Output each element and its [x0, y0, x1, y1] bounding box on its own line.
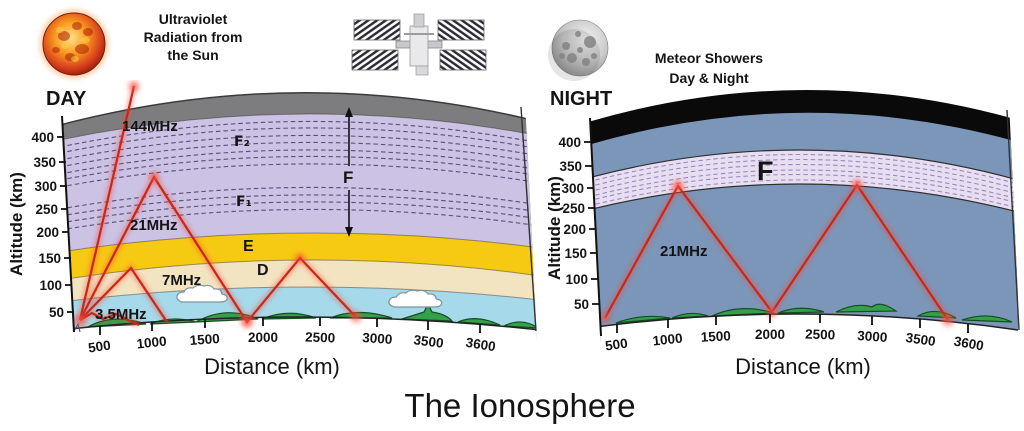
night-ray-label-21mhz: 21MHz — [660, 243, 708, 260]
night-y-tick: 50 — [574, 297, 589, 312]
layer-label-f1: F₁ — [236, 194, 252, 210]
ray-glow-points — [74, 81, 361, 328]
night-caption-line2: Day & Night — [669, 70, 749, 86]
night-right-edge — [1006, 109, 1020, 331]
night-label: NIGHT — [550, 88, 612, 110]
day-x-tick: 2500 — [305, 329, 336, 345]
day-y-tick: 50 — [49, 305, 64, 320]
night-x-tick: 2500 — [805, 326, 836, 342]
day-x-axis: 500 1000 1500 2000 2500 3000 3500 3600 D… — [87, 317, 497, 379]
day-f1-dashes — [61, 186, 537, 231]
day-y-tick: 400 — [31, 130, 54, 145]
night-f-dashes — [589, 153, 1019, 209]
day-right-edge — [520, 106, 537, 332]
day-caption-line1: Ultraviolet — [159, 11, 228, 27]
night-y-tick: 150 — [564, 246, 587, 261]
night-caption-line1: Meteor Showers — [655, 50, 763, 66]
night-y-tick: 400 — [558, 135, 581, 150]
night-x-tick: 3600 — [953, 334, 985, 354]
day-y-axis-line — [61, 115, 75, 333]
day-x-tick: 3600 — [465, 335, 497, 355]
night-caption: Meteor Showers Day & Night — [655, 50, 763, 86]
cloud-icon — [176, 284, 443, 308]
day-caption-line2: Radiation from — [144, 29, 243, 45]
night-x-tick: 1000 — [652, 330, 683, 348]
layer-label-f-span: F — [343, 168, 353, 187]
day-y-tick: 350 — [33, 155, 56, 170]
day-atmosphere: 144MHz F₂ F₁ F 21MHz E 7MHz D 3.5MHz — [61, 81, 537, 342]
night-y-tick: 250 — [562, 201, 585, 216]
day-y-axis: 400 350 300 250 200 150 100 50 Altitude … — [7, 130, 74, 320]
night-y-axis: 400 350 300 250 200 150 100 50 Altitude … — [545, 135, 599, 312]
sun-icon — [39, 9, 109, 79]
ray-label-3_5mhz: 3.5MHz — [95, 306, 147, 323]
night-x-tick: 3500 — [905, 330, 937, 349]
ray-label-144mhz: 144MHz — [122, 118, 178, 135]
day-f2-dashes — [61, 120, 537, 188]
night-y-tick: 350 — [559, 159, 582, 174]
night-x-tick: 2000 — [755, 327, 785, 342]
day-x-tick: 3000 — [362, 330, 393, 347]
ray-7mhz — [79, 266, 168, 323]
day-y-tick: 300 — [34, 179, 57, 194]
night-panel: NIGHT Meteor Showers Day & Night — [545, 19, 1020, 379]
day-label: DAY — [46, 88, 87, 110]
day-x-tick: 500 — [87, 338, 111, 356]
night-atmosphere: F 21MHz — [589, 90, 1019, 342]
ray-144mhz — [78, 85, 136, 321]
night-y-axis-line — [589, 117, 602, 337]
night-ground-line — [589, 313, 1019, 331]
day-y-tick: 150 — [38, 251, 61, 266]
night-y-axis-title: Altitude (km) — [545, 176, 564, 280]
night-x-tick: 500 — [604, 336, 628, 354]
day-x-axis-title: Distance (km) — [204, 354, 340, 379]
night-y-tick: 100 — [565, 272, 588, 287]
night-layer-label-f: F — [757, 156, 774, 186]
day-x-tick: 2000 — [248, 330, 278, 345]
moon-icon — [548, 19, 609, 81]
layer-label-d: D — [257, 262, 269, 279]
night-rays — [600, 179, 954, 326]
day-y-tick: 100 — [39, 278, 62, 293]
day-x-tick: 1500 — [189, 331, 220, 348]
night-x-axis: 500 1000 1500 2000 2500 3000 3500 3600 D… — [604, 314, 985, 379]
night-x-tick: 3000 — [857, 328, 888, 345]
page-title: The Ionosphere — [404, 387, 635, 424]
night-x-tick: 1500 — [700, 328, 731, 345]
day-x-tick: 1000 — [136, 333, 167, 351]
night-x-axis-title: Distance (km) — [735, 354, 871, 379]
layer-label-f2: F₂ — [234, 134, 250, 150]
day-caption: Ultraviolet Radiation from the Sun — [144, 11, 243, 63]
f-extent-arrow — [345, 107, 353, 237]
ray-label-7mhz: 7MHz — [162, 272, 201, 289]
day-x-tick: 3500 — [413, 332, 445, 351]
night-y-tick: 200 — [563, 222, 586, 237]
day-caption-line3: the Sun — [167, 47, 218, 63]
day-y-tick: 250 — [35, 202, 58, 217]
day-panel: Ultraviolet Radiation from the Sun DAY — [7, 9, 537, 379]
iss-icon — [351, 13, 487, 76]
night-f-edges — [589, 149, 1019, 213]
layer-label-e: E — [243, 238, 254, 255]
day-ground-line — [61, 316, 537, 331]
day-y-tick: 200 — [36, 225, 59, 240]
night-y-tick: 300 — [561, 181, 584, 196]
ray-label-21mhz: 21MHz — [130, 217, 178, 234]
day-rays — [74, 81, 361, 328]
day-y-axis-title: Altitude (km) — [7, 172, 26, 276]
ray-3_5mhz — [79, 311, 140, 327]
